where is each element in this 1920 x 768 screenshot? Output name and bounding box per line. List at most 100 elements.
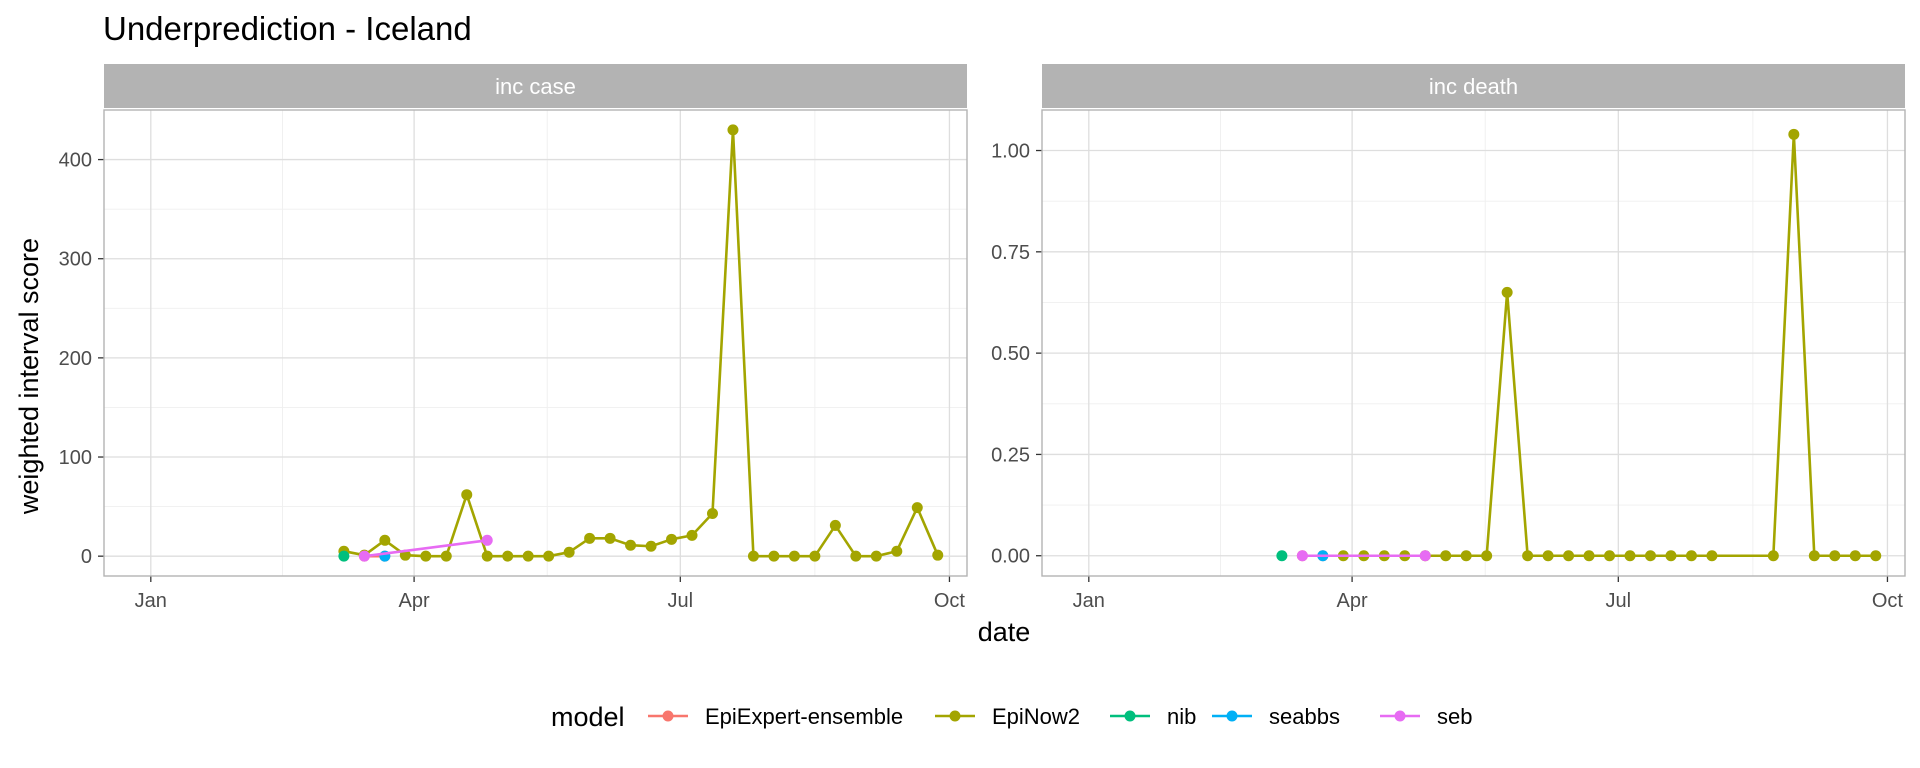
data-point-epinow2: [1644, 550, 1656, 562]
data-point-epinow2: [666, 533, 678, 545]
data-point-epinow2: [1624, 550, 1636, 562]
legend-item-epinow2: EpiNow2: [935, 704, 1080, 729]
panel-inc-death: inc death Jan Apr Jul Oct 0.00 0.25 0.50 0.75 1.0…: [991, 64, 1906, 612]
series-epinow2: [338, 124, 944, 562]
legend-label: nib: [1167, 704, 1196, 729]
y-tick-label: 0.75: [991, 242, 1030, 264]
panel-background: [104, 110, 967, 576]
series-nib: [338, 550, 350, 562]
data-point-epinow2: [932, 549, 944, 561]
series-nib: [1276, 550, 1288, 562]
data-point-epinow2: [1808, 550, 1820, 562]
data-point-epinow2: [1440, 550, 1452, 562]
data-point-epinow2: [420, 550, 432, 562]
data-point-epinow2: [829, 519, 841, 531]
x-tick-label: Jan: [1073, 590, 1105, 612]
facet-strip-label: inc case: [495, 74, 576, 99]
series-epinow2: [1337, 128, 1882, 562]
facet-strip: [1042, 64, 1905, 108]
legend-item-nib: nib: [1110, 704, 1196, 729]
data-point-epinow2: [481, 550, 493, 562]
data-point-epinow2: [891, 545, 903, 557]
legend-key-point: [1226, 710, 1238, 722]
data-point-seb: [358, 550, 370, 562]
data-point-epinow2: [1685, 550, 1697, 562]
series-seb: [1296, 550, 1431, 562]
data-point-epinow2: [1767, 550, 1779, 562]
data-point-epinow2: [1665, 550, 1677, 562]
panels: inc case Jan Apr Jul Oct 0 100 200 300 400 inc dea…: [59, 64, 1906, 612]
x-tick-label: Apr: [1337, 590, 1368, 612]
x-tick-label: Jan: [135, 590, 167, 612]
legend-key-point: [1394, 710, 1406, 722]
data-point-epinow2: [543, 550, 555, 562]
data-point-epinow2: [440, 550, 452, 562]
y-tick-label: 100: [59, 447, 92, 469]
legend-title: model: [551, 702, 625, 732]
x-tick-label: Oct: [934, 590, 966, 612]
data-point-epinow2: [1460, 550, 1472, 562]
data-point-epinow2: [1522, 550, 1534, 562]
legend-key-point: [949, 710, 961, 722]
legend-label: EpiNow2: [992, 704, 1080, 729]
data-point-epinow2: [1563, 550, 1575, 562]
series-seb: [358, 534, 493, 562]
data-point-epinow2: [461, 489, 473, 501]
legend-item-seabbs: seabbs: [1212, 704, 1340, 729]
legend-items: EpiExpert-ensemble EpiNow2 nib seabbs seb: [648, 704, 1472, 729]
data-point-epinow2: [768, 550, 780, 562]
series-line-seb: [364, 539, 488, 558]
data-point-epinow2: [625, 539, 637, 551]
data-point-epinow2: [911, 502, 923, 514]
data-point-epinow2: [870, 550, 882, 562]
data-point-epinow2: [1788, 128, 1800, 140]
panel-border: [1041, 109, 1906, 577]
data-point-epinow2: [379, 534, 391, 546]
legend-item-epiexpert-ensemble: EpiExpert-ensemble: [648, 704, 903, 729]
legend-label: seb: [1437, 704, 1472, 729]
data-point-epinow2: [727, 124, 739, 136]
y-tick-label: 200: [59, 348, 92, 370]
data-point-epinow2: [747, 550, 759, 562]
data-point-epinow2: [1583, 550, 1595, 562]
y-tick-label: 0.00: [991, 546, 1030, 568]
data-point-epinow2: [563, 546, 575, 558]
y-tick-label: 0: [81, 546, 92, 568]
data-point-epinow2: [1481, 550, 1493, 562]
x-tick-label: Oct: [1872, 590, 1904, 612]
data-point-epinow2: [1849, 550, 1861, 562]
data-point-epinow2: [502, 550, 514, 562]
chart-title: Underprediction - Iceland: [103, 10, 472, 47]
legend-label: EpiExpert-ensemble: [705, 704, 903, 729]
data-point-epinow2: [1501, 286, 1513, 298]
data-point-epinow2: [686, 529, 698, 541]
data-point-epinow2: [604, 532, 616, 544]
data-point-epinow2: [645, 540, 657, 552]
facet-strip: [104, 64, 967, 108]
x-tick-label: Jul: [668, 590, 694, 612]
data-point-nib: [1276, 550, 1288, 562]
y-tick-label: 300: [59, 249, 92, 271]
y-axis-title: weighted interval score: [14, 238, 44, 515]
legend-key-point: [1124, 710, 1136, 722]
data-point-epinow2: [1706, 550, 1718, 562]
data-point-epinow2: [1870, 550, 1882, 562]
facet-strip-label: inc death: [1429, 74, 1518, 99]
data-point-epinow2: [1542, 550, 1554, 562]
panel-background: [1042, 110, 1905, 576]
data-point-epinow2: [850, 550, 862, 562]
data-point-epinow2: [706, 508, 718, 520]
legend-item-seb: seb: [1380, 704, 1472, 729]
legend: model EpiExpert-ensemble EpiNow2 nib seabbs…: [551, 702, 1472, 732]
data-point-seb: [1296, 550, 1308, 562]
x-tick-label: Apr: [399, 590, 430, 612]
data-point-epinow2: [809, 550, 821, 562]
data-point-epinow2: [1604, 550, 1616, 562]
y-tick-label: 1.00: [991, 141, 1030, 163]
y-tick-label: 0.25: [991, 444, 1030, 466]
data-point-seb: [481, 534, 493, 546]
y-tick-label: 400: [59, 150, 92, 172]
panel-border: [103, 109, 968, 577]
data-point-epinow2: [584, 532, 596, 544]
